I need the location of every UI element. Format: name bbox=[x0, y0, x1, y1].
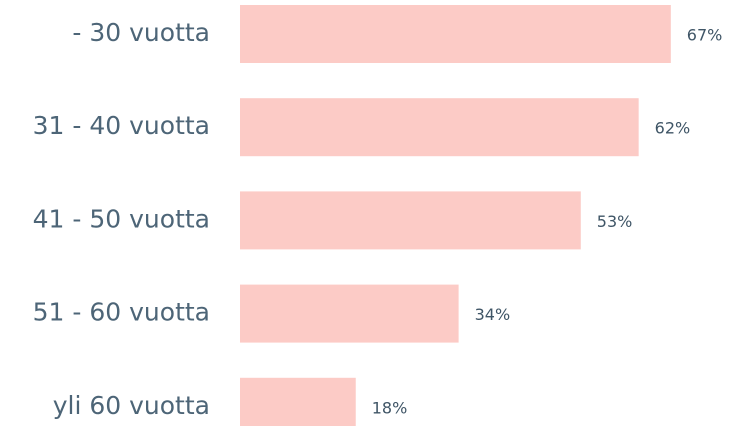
category-label: 41 - 50 vuotta bbox=[33, 204, 210, 233]
value-label: 18% bbox=[372, 398, 408, 417]
value-label: 67% bbox=[687, 26, 723, 45]
bar bbox=[240, 98, 639, 157]
category-label: 31 - 40 vuotta bbox=[33, 111, 210, 140]
value-label: 34% bbox=[475, 305, 511, 324]
bar bbox=[240, 5, 671, 63]
category-label: 51 - 60 vuotta bbox=[33, 298, 210, 327]
value-label: 62% bbox=[655, 119, 691, 138]
bar bbox=[240, 284, 459, 343]
bar bbox=[240, 377, 356, 426]
category-label: - 30 vuotta bbox=[72, 18, 210, 47]
value-label: 53% bbox=[597, 212, 633, 231]
category-label: yli 60 vuotta bbox=[53, 391, 210, 420]
bar bbox=[240, 191, 581, 250]
